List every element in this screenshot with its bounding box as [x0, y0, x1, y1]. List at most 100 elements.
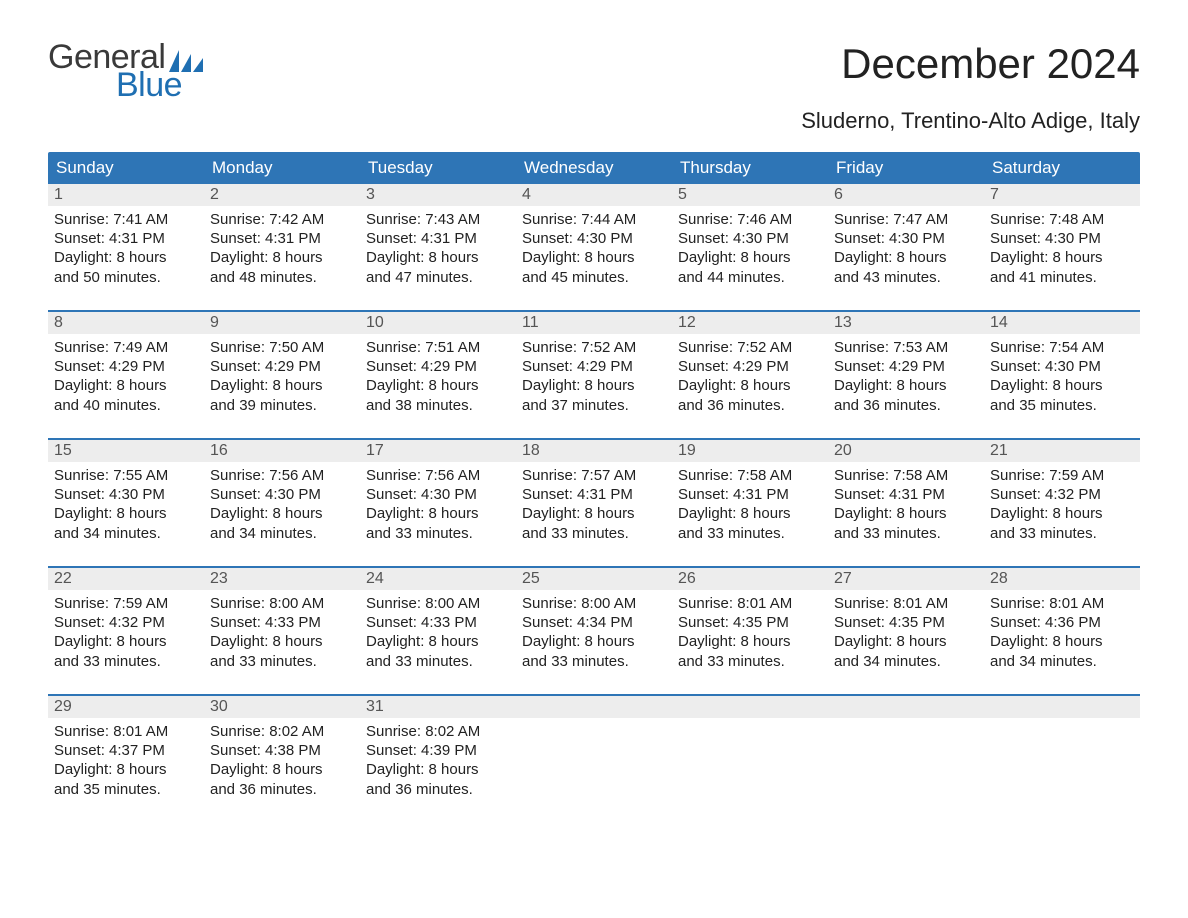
daylight-line-2: and 36 minutes.: [834, 396, 978, 415]
daylight-line-2: and 33 minutes.: [366, 524, 510, 543]
daylight-line-2: and 33 minutes.: [54, 652, 198, 671]
daylight-line-2: and 38 minutes.: [366, 396, 510, 415]
daylight-line-1: Daylight: 8 hours: [210, 760, 354, 779]
sunrise-line: Sunrise: 7:49 AM: [54, 338, 198, 357]
calendar-header-thursday: Thursday: [672, 152, 828, 184]
daylight-line-2: and 33 minutes.: [678, 524, 822, 543]
sunset-line: Sunset: 4:33 PM: [210, 613, 354, 632]
day-details: Sunrise: 7:57 AMSunset: 4:31 PMDaylight:…: [516, 462, 672, 551]
day-number: 14: [984, 312, 1140, 334]
day-number: 22: [48, 568, 204, 590]
daylight-line-1: Daylight: 8 hours: [990, 632, 1134, 651]
sunset-line: Sunset: 4:30 PM: [834, 229, 978, 248]
page-title: December 2024: [841, 40, 1140, 88]
day-details: Sunrise: 7:52 AMSunset: 4:29 PMDaylight:…: [516, 334, 672, 423]
sunrise-line: Sunrise: 7:46 AM: [678, 210, 822, 229]
calendar-day-cell: 26Sunrise: 8:01 AMSunset: 4:35 PMDayligh…: [672, 568, 828, 686]
sunrise-line: Sunrise: 7:55 AM: [54, 466, 198, 485]
calendar-day-cell: 21Sunrise: 7:59 AMSunset: 4:32 PMDayligh…: [984, 440, 1140, 558]
day-details: Sunrise: 7:47 AMSunset: 4:30 PMDaylight:…: [828, 206, 984, 295]
daylight-line-1: Daylight: 8 hours: [54, 632, 198, 651]
sunset-line: Sunset: 4:29 PM: [210, 357, 354, 376]
day-details: Sunrise: 8:01 AMSunset: 4:36 PMDaylight:…: [984, 590, 1140, 679]
calendar-day-cell: 7Sunrise: 7:48 AMSunset: 4:30 PMDaylight…: [984, 184, 1140, 302]
daylight-line-1: Daylight: 8 hours: [522, 632, 666, 651]
empty-day-bar: [984, 696, 1140, 718]
calendar-day-cell: 27Sunrise: 8:01 AMSunset: 4:35 PMDayligh…: [828, 568, 984, 686]
calendar-day-cell: 18Sunrise: 7:57 AMSunset: 4:31 PMDayligh…: [516, 440, 672, 558]
brand-logo: General Blue: [48, 40, 203, 102]
calendar-day-cell: 2Sunrise: 7:42 AMSunset: 4:31 PMDaylight…: [204, 184, 360, 302]
sunset-line: Sunset: 4:30 PM: [990, 229, 1134, 248]
calendar-day-cell: 11Sunrise: 7:52 AMSunset: 4:29 PMDayligh…: [516, 312, 672, 430]
sunrise-line: Sunrise: 7:56 AM: [366, 466, 510, 485]
daylight-line-1: Daylight: 8 hours: [678, 376, 822, 395]
day-number: 7: [984, 184, 1140, 206]
sunset-line: Sunset: 4:37 PM: [54, 741, 198, 760]
daylight-line-1: Daylight: 8 hours: [54, 760, 198, 779]
calendar-header-wednesday: Wednesday: [516, 152, 672, 184]
daylight-line-2: and 33 minutes.: [366, 652, 510, 671]
day-number: 6: [828, 184, 984, 206]
sunrise-line: Sunrise: 7:43 AM: [366, 210, 510, 229]
sunrise-line: Sunrise: 7:51 AM: [366, 338, 510, 357]
day-number: 11: [516, 312, 672, 334]
daylight-line-1: Daylight: 8 hours: [834, 632, 978, 651]
daylight-line-2: and 36 minutes.: [210, 780, 354, 799]
sunset-line: Sunset: 4:29 PM: [366, 357, 510, 376]
daylight-line-2: and 39 minutes.: [210, 396, 354, 415]
daylight-line-1: Daylight: 8 hours: [54, 504, 198, 523]
sunrise-line: Sunrise: 7:53 AM: [834, 338, 978, 357]
day-details: Sunrise: 7:59 AMSunset: 4:32 PMDaylight:…: [48, 590, 204, 679]
day-details: Sunrise: 8:01 AMSunset: 4:37 PMDaylight:…: [48, 718, 204, 807]
daylight-line-2: and 33 minutes.: [678, 652, 822, 671]
daylight-line-1: Daylight: 8 hours: [366, 632, 510, 651]
day-details: Sunrise: 8:00 AMSunset: 4:33 PMDaylight:…: [360, 590, 516, 679]
day-number: 30: [204, 696, 360, 718]
sunrise-line: Sunrise: 8:00 AM: [210, 594, 354, 613]
day-number: 10: [360, 312, 516, 334]
sunrise-line: Sunrise: 7:56 AM: [210, 466, 354, 485]
sunset-line: Sunset: 4:38 PM: [210, 741, 354, 760]
daylight-line-1: Daylight: 8 hours: [522, 504, 666, 523]
sunset-line: Sunset: 4:30 PM: [210, 485, 354, 504]
sunset-line: Sunset: 4:31 PM: [366, 229, 510, 248]
sunrise-line: Sunrise: 7:57 AM: [522, 466, 666, 485]
calendar-header-monday: Monday: [204, 152, 360, 184]
daylight-line-1: Daylight: 8 hours: [990, 504, 1134, 523]
sunrise-line: Sunrise: 8:01 AM: [54, 722, 198, 741]
sunset-line: Sunset: 4:35 PM: [678, 613, 822, 632]
day-details: Sunrise: 8:00 AMSunset: 4:33 PMDaylight:…: [204, 590, 360, 679]
sunrise-line: Sunrise: 7:58 AM: [834, 466, 978, 485]
calendar-day-cell: 9Sunrise: 7:50 AMSunset: 4:29 PMDaylight…: [204, 312, 360, 430]
day-details: Sunrise: 7:52 AMSunset: 4:29 PMDaylight:…: [672, 334, 828, 423]
daylight-line-2: and 33 minutes.: [522, 652, 666, 671]
calendar-week: 29Sunrise: 8:01 AMSunset: 4:37 PMDayligh…: [48, 694, 1140, 814]
day-details: Sunrise: 7:58 AMSunset: 4:31 PMDaylight:…: [828, 462, 984, 551]
calendar-day-cell: 30Sunrise: 8:02 AMSunset: 4:38 PMDayligh…: [204, 696, 360, 814]
daylight-line-1: Daylight: 8 hours: [678, 248, 822, 267]
sunset-line: Sunset: 4:30 PM: [522, 229, 666, 248]
daylight-line-1: Daylight: 8 hours: [366, 504, 510, 523]
daylight-line-1: Daylight: 8 hours: [522, 248, 666, 267]
daylight-line-2: and 34 minutes.: [210, 524, 354, 543]
day-number: 24: [360, 568, 516, 590]
day-details: Sunrise: 7:59 AMSunset: 4:32 PMDaylight:…: [984, 462, 1140, 551]
day-details: Sunrise: 8:02 AMSunset: 4:39 PMDaylight:…: [360, 718, 516, 807]
day-number: 2: [204, 184, 360, 206]
empty-day-bar: [672, 696, 828, 718]
day-number: 5: [672, 184, 828, 206]
day-details: Sunrise: 7:42 AMSunset: 4:31 PMDaylight:…: [204, 206, 360, 295]
daylight-line-1: Daylight: 8 hours: [366, 376, 510, 395]
sunset-line: Sunset: 4:31 PM: [522, 485, 666, 504]
page-subtitle: Sluderno, Trentino-Alto Adige, Italy: [48, 108, 1140, 134]
sunset-line: Sunset: 4:31 PM: [210, 229, 354, 248]
daylight-line-2: and 37 minutes.: [522, 396, 666, 415]
daylight-line-1: Daylight: 8 hours: [210, 376, 354, 395]
daylight-line-2: and 34 minutes.: [54, 524, 198, 543]
calendar-day-cell: 12Sunrise: 7:52 AMSunset: 4:29 PMDayligh…: [672, 312, 828, 430]
sunrise-line: Sunrise: 8:01 AM: [834, 594, 978, 613]
empty-day-bar: [828, 696, 984, 718]
calendar-day-cell: 23Sunrise: 8:00 AMSunset: 4:33 PMDayligh…: [204, 568, 360, 686]
daylight-line-2: and 35 minutes.: [54, 780, 198, 799]
